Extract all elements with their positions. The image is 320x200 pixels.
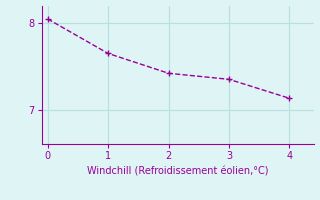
X-axis label: Windchill (Refroidissement éolien,°C): Windchill (Refroidissement éolien,°C)	[87, 166, 268, 176]
